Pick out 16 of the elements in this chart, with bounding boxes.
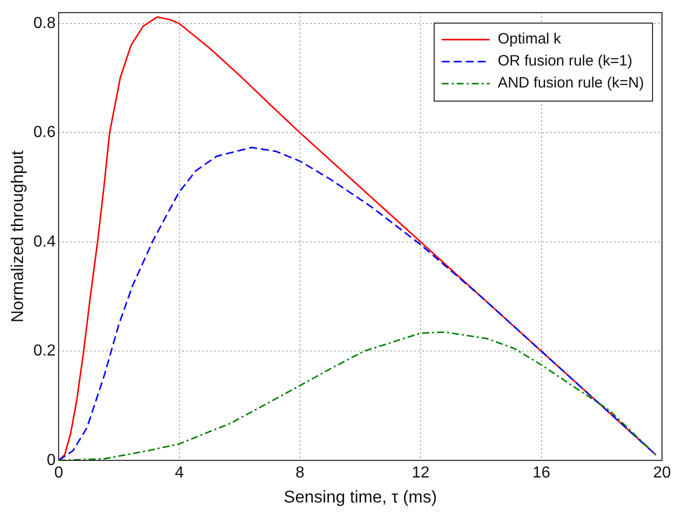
y-tick-label: 0.2 xyxy=(33,342,56,360)
x-axis-title: Sensing time, τ (ms) xyxy=(284,487,437,506)
y-axis-title: Normalized throughput xyxy=(8,150,27,322)
legend-label: OR fusion rule (k=1) xyxy=(498,52,632,70)
y-tick-label: 0.6 xyxy=(33,124,56,142)
x-tick-label: 8 xyxy=(296,464,305,482)
legend-label: AND fusion rule (k=N) xyxy=(498,74,644,92)
x-tick-label: 20 xyxy=(653,464,671,482)
y-tick-label: 0 xyxy=(46,452,56,469)
x-tick-label: 4 xyxy=(174,464,184,482)
x-tick-label: 16 xyxy=(532,464,550,482)
y-tick-label: 0.4 xyxy=(33,233,56,250)
legend-label: Optimal k xyxy=(498,30,562,48)
line-series xyxy=(58,331,657,460)
x-tick-label: 12 xyxy=(412,464,430,482)
y-tick-label: 0.8 xyxy=(33,14,56,32)
